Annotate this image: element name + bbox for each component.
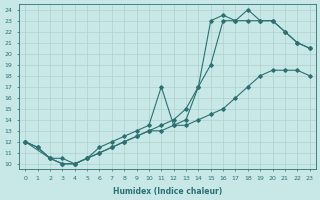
X-axis label: Humidex (Indice chaleur): Humidex (Indice chaleur) <box>113 187 222 196</box>
